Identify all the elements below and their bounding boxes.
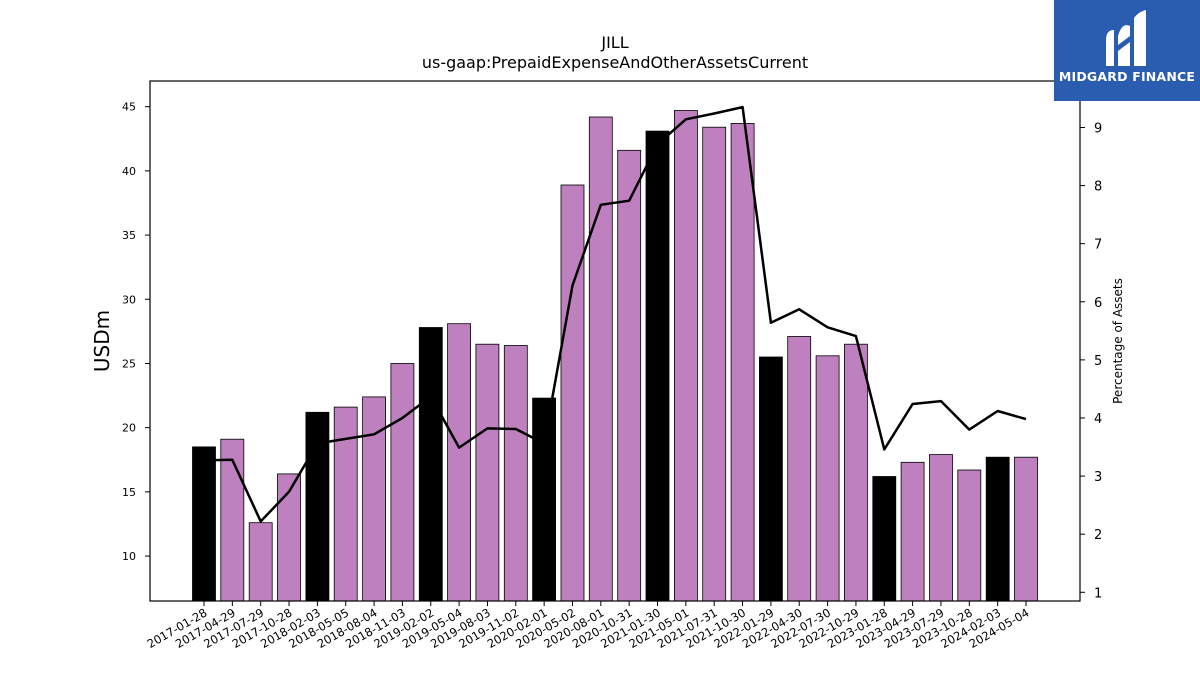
y2-tick-label: 1: [1094, 586, 1102, 601]
bar-2022-07-30: [815, 355, 840, 602]
bar-2022-10-29: [844, 343, 868, 602]
y-tick-label: 15: [122, 486, 136, 499]
midgard-m-logo-icon: [1106, 10, 1146, 66]
y2-tick-label: 6: [1094, 296, 1102, 311]
y2-axis-label: Percentage of Assets: [1111, 278, 1125, 404]
y-tick-label: 25: [122, 357, 136, 370]
bars-group: [192, 110, 1038, 602]
bar-2018-05-05: [333, 406, 358, 602]
bar-2018-02-03: [305, 411, 330, 602]
bar-2017-04-29: [220, 438, 245, 602]
y-tick-label: 45: [122, 101, 136, 114]
y-tick-label: 30: [122, 293, 136, 306]
y-tick-label: 35: [122, 229, 136, 242]
bar-2021-07-31: [702, 126, 727, 602]
y-tick-label: 40: [122, 165, 136, 178]
brand-logo: MIDGARD FINANCE: [1054, 0, 1200, 101]
bar-2022-01-29: [759, 356, 783, 602]
y2-tick-label: 9: [1094, 121, 1102, 136]
bar-2023-04-29: [900, 461, 925, 602]
bar-2019-02-02: [418, 327, 443, 602]
brand-name: MIDGARD FINANCE: [1058, 69, 1196, 84]
bar-2023-10-28: [957, 469, 982, 602]
bar-2017-01-28: [192, 446, 216, 602]
chart-title: JILL: [600, 33, 628, 52]
bar-2019-08-03: [475, 343, 500, 602]
bar-2024-02-03: [985, 456, 1010, 602]
bar-2024-05-04: [1014, 456, 1038, 602]
bar-2018-11-03: [390, 363, 415, 602]
chart-subtitle: us-gaap:PrepaidExpenseAndOtherAssetsCurr…: [422, 53, 808, 72]
bar-2017-07-29: [248, 522, 273, 602]
bar-2022-04-30: [787, 336, 812, 602]
line-group: [203, 105, 1027, 523]
y2-tick-label: 4: [1094, 412, 1102, 427]
y2-tick-label: 7: [1094, 238, 1102, 253]
bar-2021-10-30: [730, 123, 755, 602]
bar-2019-11-02: [503, 345, 528, 602]
bar-2021-01-30: [645, 130, 670, 602]
bar-2020-02-01: [532, 397, 556, 602]
y-tick-label: 20: [122, 422, 136, 435]
bar-2020-10-31: [617, 149, 642, 602]
bar-2020-05-02: [560, 184, 585, 602]
bar-2023-01-28: [872, 476, 897, 602]
y-axis-label: USDm: [90, 310, 114, 372]
y2-tick-label: 8: [1094, 180, 1102, 195]
y2-tick-label: 2: [1094, 528, 1102, 543]
plot-frame: [149, 80, 1081, 602]
percentage-line: [203, 105, 1027, 523]
y2-tick-label: 5: [1094, 354, 1102, 369]
y-tick-label: 10: [122, 550, 136, 563]
bar-2023-07-29: [929, 454, 953, 602]
bar-2019-05-04: [447, 323, 472, 602]
bar-2018-08-04: [362, 396, 387, 602]
y2-tick-label: 3: [1094, 470, 1102, 485]
bar-2021-05-01: [674, 110, 698, 602]
bar-2020-08-01: [588, 116, 613, 602]
